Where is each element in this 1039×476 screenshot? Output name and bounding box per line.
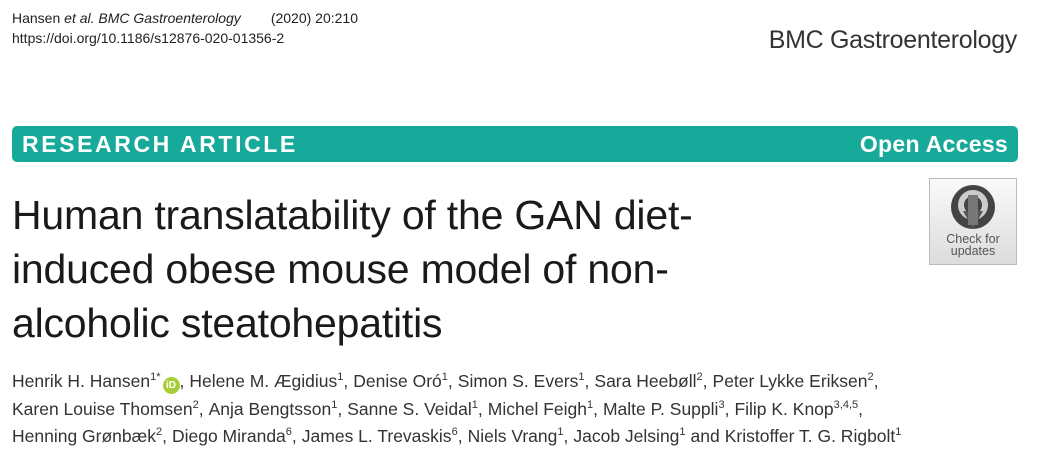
author: Sara Heebøll2, (594, 371, 707, 391)
affiliation: 3,4,5 (833, 398, 859, 411)
author: James L. Trevaskis6, (302, 426, 463, 446)
author-line: Henrik H. Hansen1*iD, Helene M. Ægidius1,… (12, 368, 901, 396)
separator: , (593, 398, 598, 419)
citation-line: Hansen et al. BMC Gastroenterology (2020)… (12, 8, 358, 28)
author: Henrik H. Hansen1*iD, (12, 371, 185, 394)
badge-line: Check for (946, 232, 1000, 246)
conjunction: and (690, 426, 720, 446)
author-name: Anja Bengtsson (208, 398, 332, 419)
article-banner: RESEARCH ARTICLE Open Access (12, 126, 1018, 162)
author-name: Sara Heebøll (594, 371, 697, 391)
article-type: RESEARCH ARTICLE (22, 131, 298, 157)
separator: , (447, 371, 453, 391)
separator: , (702, 371, 708, 391)
author: Filip K. Knop3,4,5, (734, 399, 863, 419)
badge-icon (951, 185, 995, 229)
author: Kristoffer T. G. Rigbolt1 (725, 426, 902, 446)
doi-link[interactable]: https://doi.org/10.1186/s12876-020-01356… (12, 30, 285, 46)
affiliation: 2 (696, 371, 703, 384)
check-updates-badge[interactable]: Check for updates (929, 178, 1017, 265)
author: Simon S. Evers1, (458, 371, 590, 391)
affiliation: 1 (471, 398, 478, 411)
separator: , (724, 398, 730, 419)
author: Michel Feigh1, (488, 399, 598, 419)
author-name: Niels Vrang (467, 426, 558, 446)
affiliation: 1* (150, 371, 161, 384)
author-name: Jacob Jelsing (573, 426, 680, 446)
citation: Hansen et al. BMC Gastroenterology (2020)… (12, 8, 358, 48)
author-line: Henning Grønbæk2, Diego Miranda6, James L.… (12, 423, 901, 451)
author-name: Diego Miranda (171, 426, 286, 446)
affiliation: 1 (679, 426, 686, 439)
author: Denise Oró1, (353, 371, 453, 391)
author-name: Henning Grønbæk (12, 426, 156, 446)
author: Anja Bengtsson1, (209, 399, 343, 419)
author-name: Karen Louise Thomsen (12, 398, 193, 419)
affiliation: 1 (586, 398, 594, 411)
citation-volume: (2020) 20:210 (270, 10, 358, 26)
journal-name: BMC Gastroenterology (768, 26, 1018, 54)
author-name: Michel Feigh (487, 398, 587, 419)
affiliation: 1 (441, 371, 448, 384)
separator: , (198, 398, 204, 419)
author: Diego Miranda6, (172, 426, 297, 446)
badge-line: updates (950, 244, 996, 258)
author: Sanne S. Veidal1, (347, 399, 483, 419)
author-name: James L. Trevaskis (301, 426, 452, 446)
author: Helene M. Ægidius1, (189, 371, 348, 391)
article-title: Human translatability of the GAN diet-in… (12, 188, 693, 350)
separator: , (291, 426, 297, 446)
citation-etal: et al. (64, 10, 95, 26)
separator: , (563, 426, 569, 446)
author-name: Filip K. Knop (734, 398, 834, 419)
separator: , (873, 371, 879, 391)
author-name: Kristoffer T. G. Rigbolt (724, 426, 896, 446)
author-name: Denise Oró (353, 371, 442, 391)
author-name: Malte P. Suppli (602, 398, 719, 419)
separator: , (477, 398, 483, 419)
author-name: Peter Lykke Eriksen (712, 371, 868, 391)
affiliation: 1 (557, 426, 564, 439)
separator: , (337, 398, 343, 419)
citation-author: Hansen (12, 10, 61, 26)
author-name: Simon S. Evers (457, 371, 579, 391)
author-line: Karen Louise Thomsen2, Anja Bengtsson1, Sa… (12, 396, 901, 424)
separator: , (179, 371, 185, 391)
affiliation: 1 (337, 371, 344, 384)
affiliation: 1 (578, 371, 585, 384)
affiliation: 2 (192, 398, 199, 411)
author: Jacob Jelsing1 and (573, 426, 719, 446)
separator: , (584, 371, 590, 391)
title-line: induced obese mouse model of non- (12, 246, 669, 292)
author-name: Sanne S. Veidal (347, 398, 472, 419)
affiliation: 2 (155, 426, 163, 439)
title-line: Human translatability of the GAN diet- (12, 192, 693, 238)
author: Malte P. Suppli3, (603, 399, 729, 419)
separator: , (162, 426, 167, 446)
affiliation: 3 (718, 398, 725, 411)
separator: , (457, 426, 463, 446)
separator: , (343, 371, 349, 391)
open-access: Open Access (859, 131, 1008, 157)
author: Karen Louise Thomsen2, (12, 399, 204, 419)
affiliation: 6 (451, 426, 458, 439)
author: Niels Vrang1, (468, 426, 569, 446)
separator: , (858, 398, 863, 419)
title-line: alcoholic steatohepatitis (12, 300, 443, 346)
affiliation: 6 (285, 426, 292, 439)
affiliation: 1 (895, 426, 902, 439)
orcid-icon[interactable]: iD (162, 377, 180, 394)
author: Henning Grønbæk2, (12, 426, 167, 446)
affiliation: 2 (867, 371, 874, 384)
author-name: Henrik H. Hansen (12, 371, 151, 391)
author-name: Helene M. Ægidius (189, 371, 338, 391)
author: Peter Lykke Eriksen2, (713, 371, 879, 391)
author-list: Henrik H. Hansen1*iD, Helene M. Ægidius1,… (12, 368, 901, 451)
affiliation: 1 (331, 398, 338, 411)
citation-journal: BMC Gastroenterology (98, 10, 241, 26)
